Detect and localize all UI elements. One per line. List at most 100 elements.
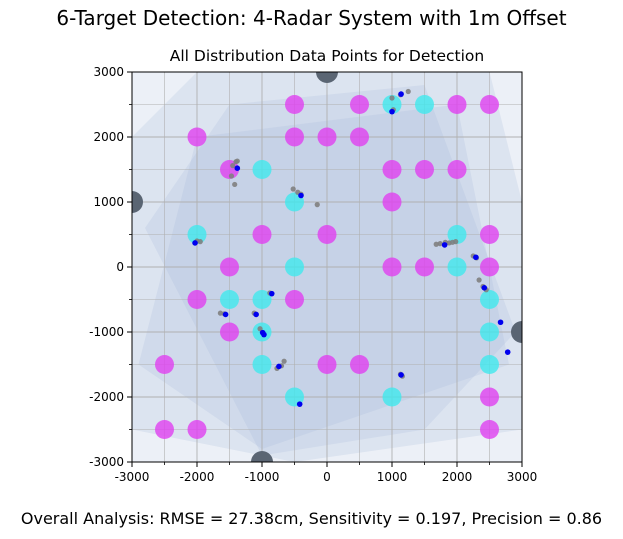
detection-point	[473, 254, 479, 261]
axis-ticks: -3000 -2000 -1000 0 1000 2000 3000 -3000 -2000 -1…	[89, 65, 537, 484]
target-marker-magenta	[415, 257, 434, 277]
distribution-point	[234, 158, 240, 164]
target-marker-magenta	[252, 225, 272, 244]
target-marker-magenta	[317, 225, 337, 244]
target-marker-magenta	[350, 127, 369, 147]
target-marker-magenta	[350, 355, 369, 374]
target-marker-cyan	[447, 257, 467, 277]
distribution-point	[257, 326, 263, 332]
target-marker-magenta	[447, 160, 467, 179]
target-marker-cyan	[252, 290, 272, 309]
distribution-point	[230, 163, 236, 169]
distribution-point	[437, 241, 443, 247]
x-tick-label: -1000	[245, 470, 280, 484]
distribution-point	[197, 239, 203, 245]
detection-point	[497, 319, 504, 326]
target-marker-cyan	[480, 355, 499, 374]
distribution-point	[433, 241, 439, 247]
distribution-point	[217, 310, 223, 316]
target-marker-magenta	[285, 290, 304, 309]
detection-point	[398, 372, 404, 378]
target-marker-magenta	[480, 257, 499, 277]
target-marker-magenta	[382, 160, 402, 179]
detection-point	[389, 108, 395, 115]
target-marker-magenta	[382, 257, 402, 277]
detection-point	[222, 311, 229, 318]
x-tick-label: 1000	[377, 470, 408, 484]
target-marker-magenta	[350, 95, 369, 114]
coverage-polygon	[138, 104, 509, 449]
analysis-summary: Overall Analysis: RMSE = 27.38cm, Sensit…	[20, 509, 603, 528]
distribution-point	[314, 202, 320, 208]
target-marker-magenta	[187, 420, 207, 439]
target-marker-cyan	[220, 290, 239, 309]
y-tick-label: -1000	[89, 325, 124, 339]
target-marker-cyan	[187, 225, 207, 244]
target-marker-cyan	[415, 95, 434, 114]
target-marker-magenta	[155, 355, 174, 374]
y-tick-label: 2000	[93, 130, 124, 144]
target-marker-magenta	[382, 192, 402, 212]
target-marker-magenta	[480, 95, 499, 114]
target-marker-magenta	[480, 387, 499, 407]
target-marker-magenta	[220, 257, 239, 277]
y-tick-label: -2000	[89, 390, 124, 404]
radar-markers	[132, 72, 522, 462]
target-marker-magenta	[317, 127, 337, 147]
x-tick-label: 2000	[442, 470, 473, 484]
detection-point	[298, 192, 304, 199]
x-tick-label: 0	[323, 470, 331, 484]
figure-suptitle: 6-Target Detection: 4-Radar System with …	[56, 6, 567, 30]
target-marker-cyan	[382, 95, 402, 114]
target-marker-magenta	[447, 95, 467, 114]
target-marker-cyan	[480, 290, 499, 309]
target-marker-cyan	[382, 387, 402, 407]
target-markers	[155, 95, 499, 439]
x-tick-label: -2000	[180, 470, 215, 484]
detection-point	[398, 91, 404, 97]
distribution-point	[389, 95, 395, 101]
target-marker-magenta	[187, 290, 207, 309]
distribution-point	[232, 181, 238, 188]
radar-marker	[251, 451, 273, 462]
target-marker-cyan	[252, 355, 272, 374]
detection-point	[276, 363, 282, 370]
distribution-point	[228, 173, 235, 179]
target-marker-magenta	[187, 127, 207, 147]
target-marker-magenta	[220, 322, 239, 342]
detection-point	[253, 311, 259, 318]
detection-point	[234, 165, 241, 171]
x-tick-label: -3000	[115, 470, 150, 484]
chart-title: All Distribution Data Points for Detecti…	[169, 47, 485, 65]
target-marker-magenta	[285, 127, 304, 147]
y-tick-label: 1000	[93, 195, 124, 209]
distribution-point	[476, 277, 482, 283]
detection-point	[261, 331, 267, 338]
detection-point	[192, 240, 198, 246]
distribution-point	[281, 358, 287, 364]
target-marker-magenta	[317, 355, 337, 374]
detection-point	[481, 285, 488, 291]
target-marker-cyan	[447, 225, 467, 244]
detection-point	[296, 401, 303, 407]
target-marker-magenta	[480, 225, 499, 244]
target-marker-cyan	[252, 160, 272, 179]
radar-marker	[132, 191, 143, 213]
radar-marker	[511, 321, 522, 343]
target-marker-cyan	[285, 257, 304, 277]
y-tick-label: -3000	[89, 455, 124, 469]
target-marker-magenta	[155, 420, 174, 439]
radar-marker	[316, 72, 338, 83]
distribution-point	[405, 88, 411, 95]
target-marker-magenta	[415, 160, 434, 179]
y-tick-label: 0	[116, 260, 124, 274]
detection-points	[192, 91, 511, 407]
x-tick-label: 3000	[507, 470, 538, 484]
y-tick-label: 3000	[93, 65, 124, 79]
distribution-point	[453, 239, 459, 245]
target-marker-magenta	[285, 95, 304, 114]
detection-point	[268, 290, 275, 297]
distribution-point	[290, 186, 296, 192]
target-marker-cyan	[480, 322, 499, 342]
